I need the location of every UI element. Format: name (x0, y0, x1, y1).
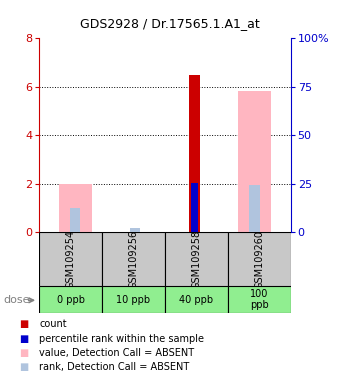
Bar (165, 286, 228, 313)
Text: ■: ■ (19, 334, 29, 344)
Text: percentile rank within the sample: percentile rank within the sample (39, 334, 204, 344)
Text: rank, Detection Call = ABSENT: rank, Detection Call = ABSENT (39, 362, 189, 372)
Text: 40 ppb: 40 ppb (179, 295, 214, 305)
Text: ■: ■ (19, 348, 29, 358)
Text: GDS2928 / Dr.17565.1.A1_at: GDS2928 / Dr.17565.1.A1_at (80, 17, 260, 30)
Text: value, Detection Call = ABSENT: value, Detection Call = ABSENT (39, 348, 194, 358)
Bar (39, 232, 102, 286)
Text: dose: dose (3, 295, 30, 305)
Bar (130, 228, 140, 232)
Bar (238, 91, 271, 232)
Text: GSM109256: GSM109256 (129, 230, 138, 289)
Text: ■: ■ (19, 319, 29, 329)
Text: 0 ppb: 0 ppb (56, 295, 85, 305)
Bar (39, 286, 102, 313)
Text: count: count (39, 319, 67, 329)
Bar (228, 232, 291, 286)
Bar (70, 208, 81, 232)
Text: GSM109254: GSM109254 (66, 230, 75, 289)
Bar (189, 75, 200, 232)
Text: 100
ppb: 100 ppb (250, 289, 269, 310)
Bar (102, 286, 165, 313)
Bar (228, 286, 291, 313)
Text: ■: ■ (19, 362, 29, 372)
Bar (58, 184, 91, 232)
Text: GSM109258: GSM109258 (191, 230, 201, 289)
Text: GSM109260: GSM109260 (254, 230, 264, 289)
Text: 10 ppb: 10 ppb (116, 295, 151, 305)
Bar (249, 185, 260, 232)
Bar (191, 183, 199, 232)
Bar (165, 232, 228, 286)
Bar (102, 232, 165, 286)
